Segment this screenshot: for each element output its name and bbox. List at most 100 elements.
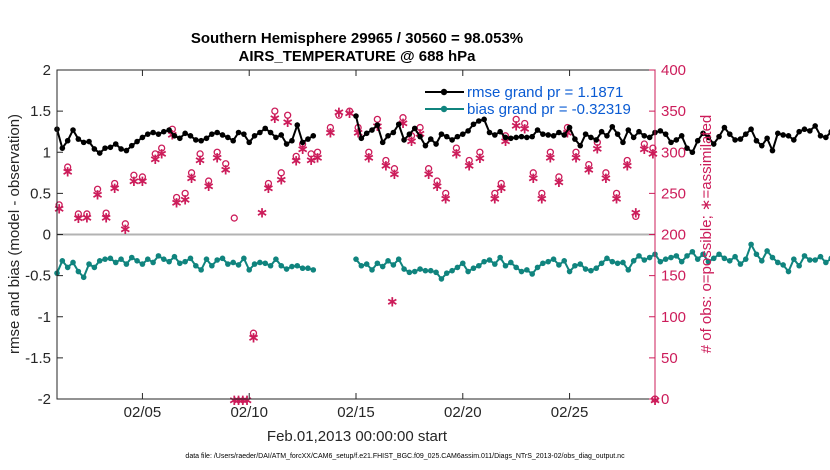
rmse-point-129 xyxy=(742,131,749,137)
bias-point-7 xyxy=(91,264,98,271)
rmse-point-116 xyxy=(673,137,680,143)
y-tick-label-1: -1.5 xyxy=(25,350,51,367)
bias-point-92 xyxy=(545,258,552,265)
bias-point-85 xyxy=(508,259,514,266)
y-tick-label-2: -1 xyxy=(38,309,51,326)
bias-point-68 xyxy=(417,266,423,272)
bias-point-31 xyxy=(219,255,226,262)
rmse-point-108 xyxy=(630,134,637,141)
bias-point-120 xyxy=(694,256,701,262)
bias-point-22 xyxy=(171,253,178,260)
rmse-point-18 xyxy=(150,129,156,136)
bias-point-26 xyxy=(193,262,199,269)
obs-assimilated-point-48: ∗ xyxy=(439,189,452,207)
bias-point-73 xyxy=(443,270,450,276)
bias-point-32 xyxy=(225,261,231,267)
rmse-point-144 xyxy=(823,134,829,141)
obs-possible-point-52 xyxy=(529,169,537,177)
obs-possible-point-1 xyxy=(64,163,72,171)
rmse-point-64 xyxy=(395,121,402,128)
rmse-point-70 xyxy=(427,136,434,142)
bias-point-107 xyxy=(625,267,632,273)
bias-point-42 xyxy=(278,262,285,269)
obs-possible-point-20 xyxy=(230,214,238,222)
obs-assimilated-point-24: ∗ xyxy=(247,328,260,346)
bias-point-94 xyxy=(556,262,562,268)
rmse-point-17 xyxy=(144,131,151,137)
rmse-point-47 xyxy=(305,136,311,142)
obs-assimilated-point-65: ∗ xyxy=(600,169,613,187)
bias-point-76 xyxy=(459,260,466,267)
bias-point-104 xyxy=(609,258,616,265)
obs-possible-point-36 xyxy=(382,156,390,165)
bias-point-99 xyxy=(582,266,589,272)
bias-point-56 xyxy=(353,256,359,262)
bias-point-131 xyxy=(753,251,760,258)
bias-point-60 xyxy=(374,260,381,267)
bias-point-8 xyxy=(96,258,103,264)
obs-possible-point-61 xyxy=(612,189,621,198)
rmse-point-45 xyxy=(294,122,301,128)
obs-assimilated-point-18: ∗ xyxy=(211,148,224,166)
obs-possible-point-26 xyxy=(292,152,300,161)
y-right-tick-label-3: 150 xyxy=(661,268,686,285)
rmse-point-39 xyxy=(262,125,269,132)
y-right-tick-label-5: 250 xyxy=(661,185,686,202)
obs-assimilated-point-30: ∗ xyxy=(290,152,303,170)
rmse-point-126 xyxy=(726,131,733,137)
obs-possible-point-15 xyxy=(187,169,196,177)
bias-point-57 xyxy=(358,262,365,269)
rmse-point-15 xyxy=(134,138,140,145)
bias-point-70 xyxy=(427,267,434,274)
bias-point-46 xyxy=(299,265,306,272)
y-axis-right: 0 50 100 150 200 250 300 350 400 xyxy=(649,62,686,408)
rmse-point-121 xyxy=(700,130,706,137)
x-tick-label-1: 02/10 xyxy=(230,404,268,421)
obs-assimilated-point-29: ∗ xyxy=(281,113,294,131)
obs-possible-point-24 xyxy=(277,169,285,177)
bias-point-27 xyxy=(198,267,204,273)
obs-assimilated-point-25: ∗ xyxy=(256,203,269,221)
obs-possible-point-22 xyxy=(264,179,273,188)
rmse-point-66 xyxy=(406,131,413,137)
obs-assimilated-point-70: ∗ xyxy=(647,144,660,162)
rmse-point-13 xyxy=(123,147,130,154)
bias-point-119 xyxy=(689,248,696,255)
bias-point-79 xyxy=(476,262,482,269)
rmse-point-96 xyxy=(566,124,573,131)
obs-assimilated-point-55: ∗ xyxy=(510,116,523,134)
obs-possible-point-31 xyxy=(335,111,343,119)
rmse-point-120 xyxy=(694,137,701,144)
bias-point-129 xyxy=(742,256,749,262)
bias-point-130 xyxy=(748,241,754,248)
obs-possible-point-53 xyxy=(538,189,546,198)
bias-point-15 xyxy=(134,258,140,264)
rmse-point-68 xyxy=(417,133,423,140)
bias-point-65 xyxy=(401,266,407,272)
rmse-point-12 xyxy=(118,146,124,152)
obs-assimilated-point-7: ∗ xyxy=(119,220,132,238)
rmse-point-69 xyxy=(422,142,429,149)
bias-point-135 xyxy=(775,259,781,266)
rmse-point-104 xyxy=(609,123,616,130)
obs-assimilated-point-15: ∗ xyxy=(185,169,198,187)
rmse-point-40 xyxy=(267,129,274,136)
bias-point-101 xyxy=(593,265,600,272)
rmse-point-80 xyxy=(481,116,487,123)
obs-assimilated-point-51: ∗ xyxy=(474,149,487,167)
obs-assimilated-point-1: ∗ xyxy=(61,162,74,180)
obs-assimilated-point-23: ∗ xyxy=(241,391,254,409)
y-tick-label-5: 0.5 xyxy=(30,185,51,202)
chart-subtitle: AIRS_TEMPERATURE @ 688 hPa xyxy=(239,48,477,65)
obs-assimilated-point-2: ∗ xyxy=(72,209,85,227)
obs-possible-point-29 xyxy=(313,148,322,156)
rmse-point-2 xyxy=(64,137,71,144)
obs-assimilated-point-71: ∗ xyxy=(649,391,662,409)
bias-point-113 xyxy=(657,258,664,265)
obs-possible-point-18 xyxy=(213,148,221,156)
obs-possible-point-58 xyxy=(585,160,593,169)
rmse-point-56 xyxy=(353,113,359,119)
rmse-point-9 xyxy=(102,145,108,151)
bias-point-126 xyxy=(726,258,733,264)
rmse-point-115 xyxy=(668,139,674,146)
